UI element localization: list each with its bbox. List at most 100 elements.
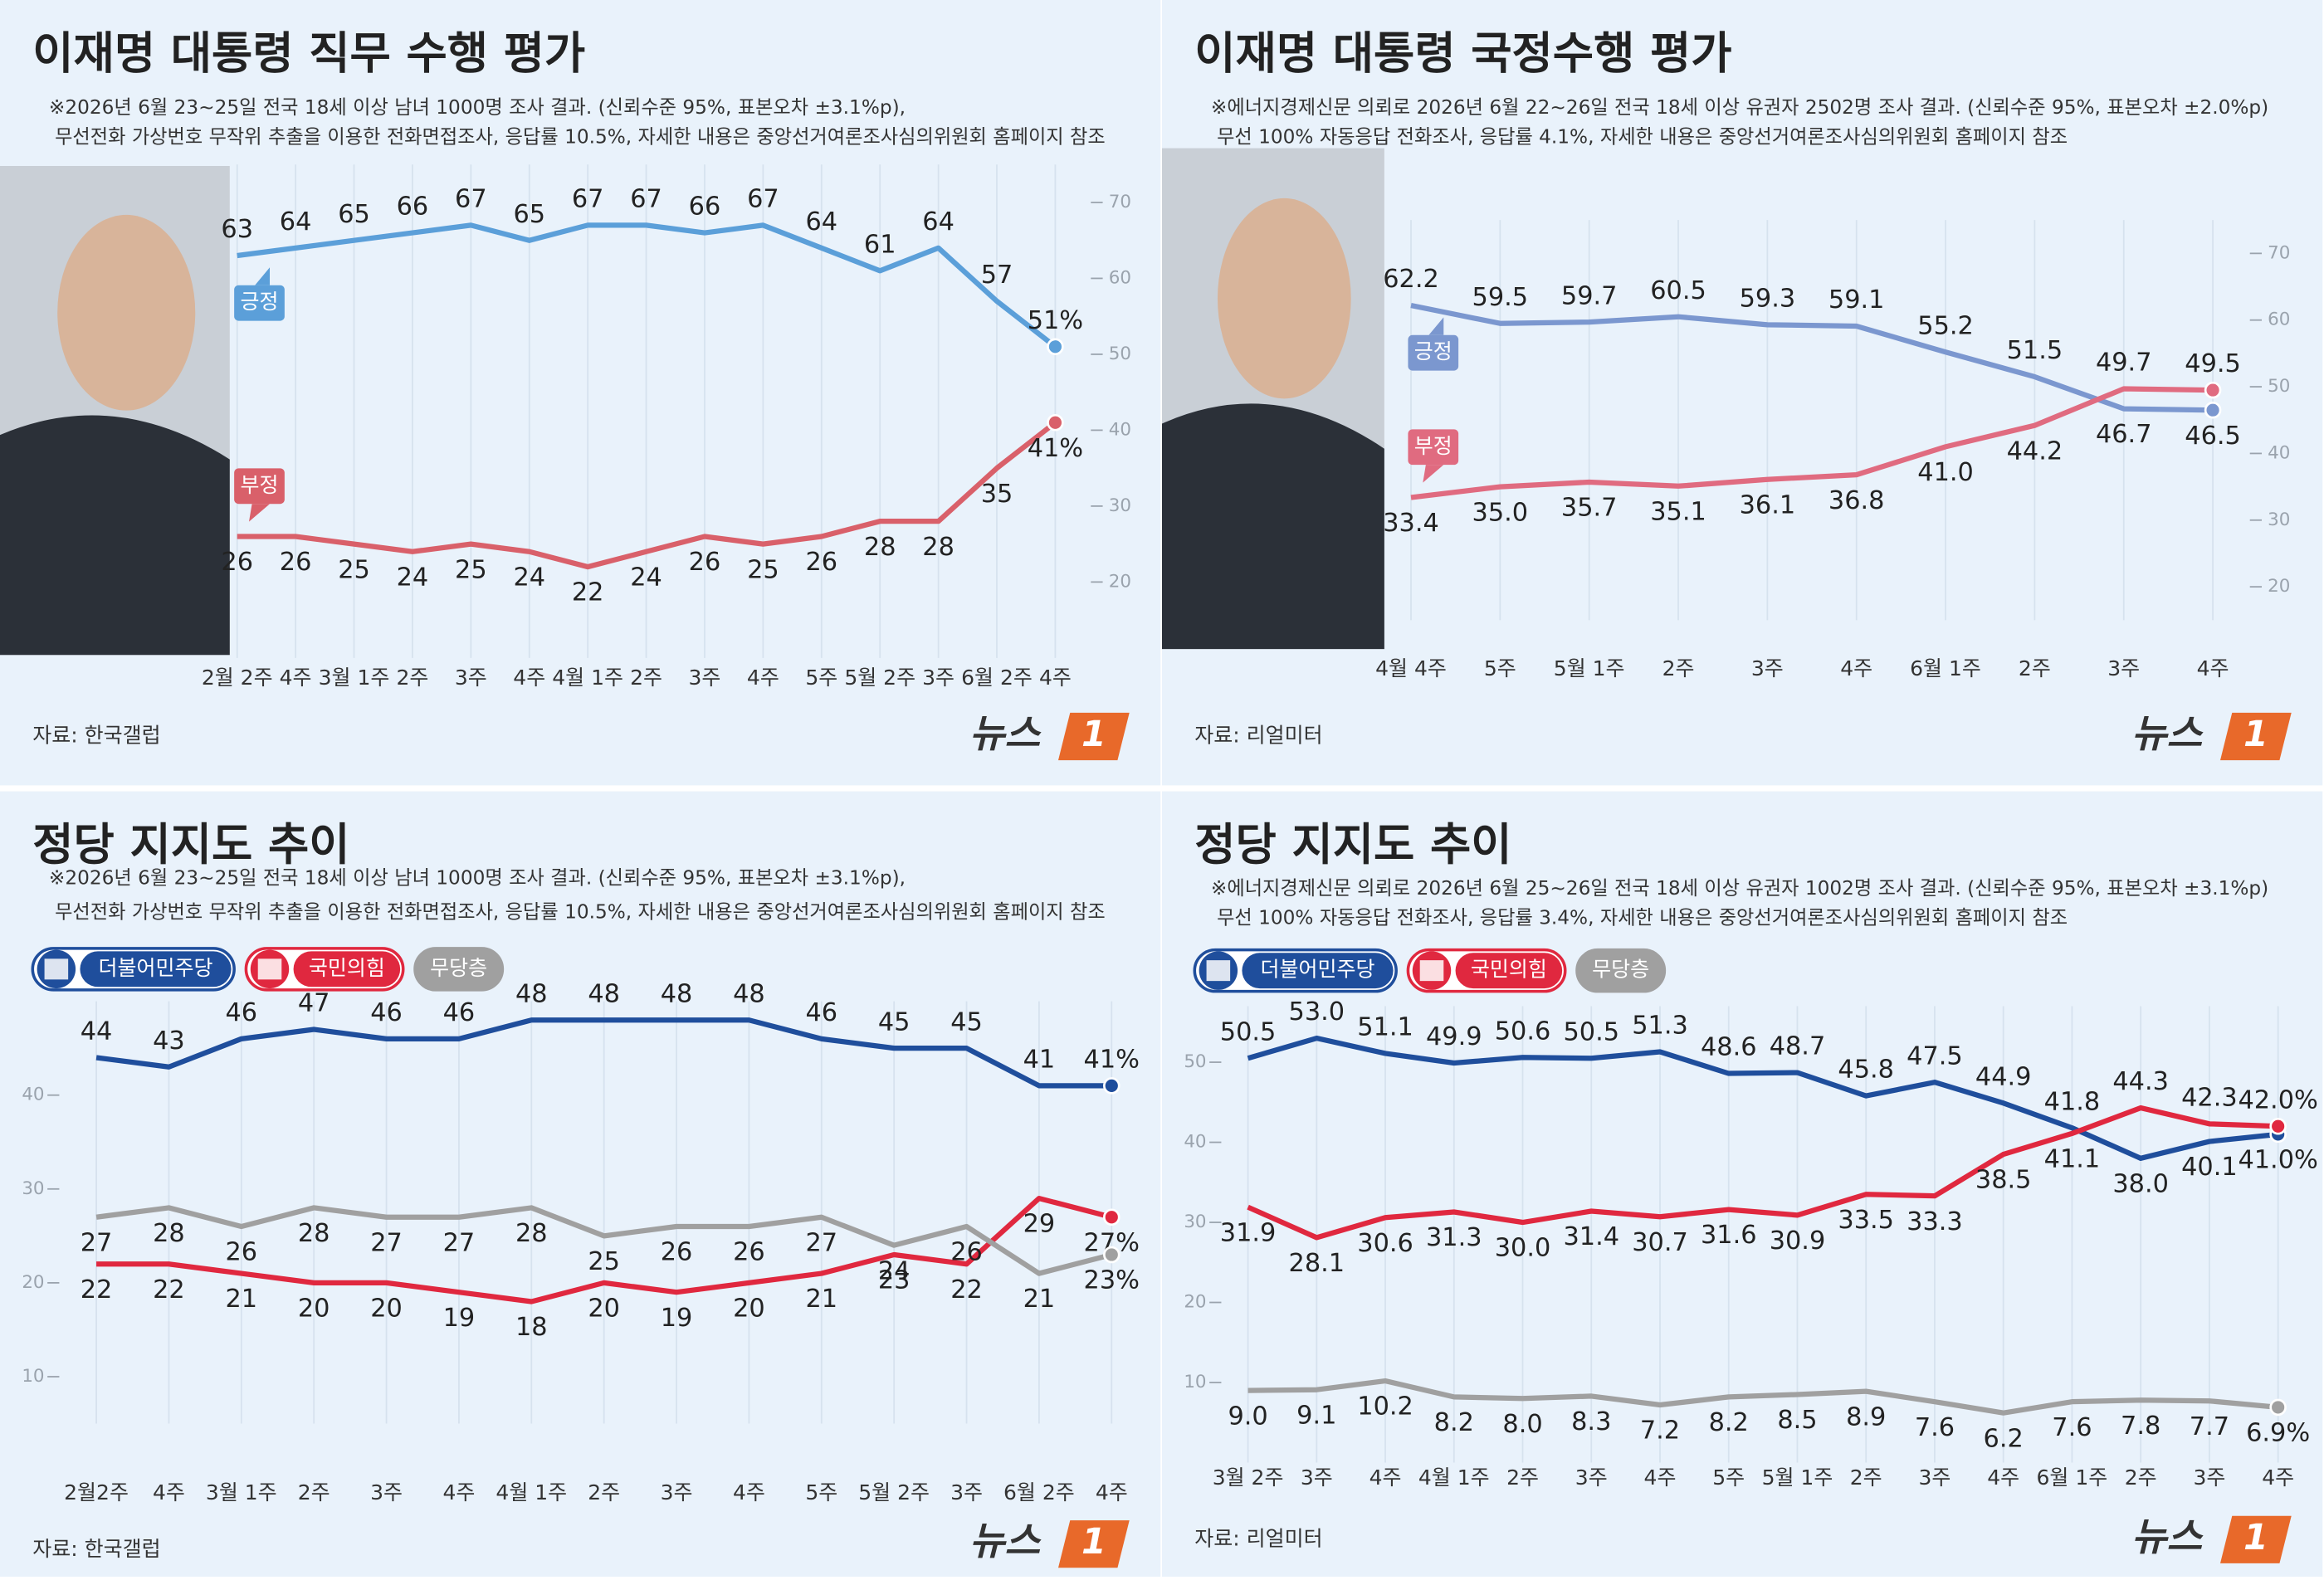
value-label: 38.5	[1975, 1166, 2032, 1195]
value-label: 21	[1023, 1285, 1056, 1314]
value-label: 65	[513, 200, 545, 229]
value-label: 9.0	[1228, 1402, 1267, 1431]
x-tick-label: 3월 1주	[206, 1480, 277, 1504]
value-label: 22	[153, 1275, 185, 1304]
y-tick-label: 60	[1109, 267, 1131, 288]
value-label: 59.3	[1740, 284, 1796, 313]
x-tick-label: 4주	[442, 1480, 475, 1504]
value-label: 35.7	[1561, 494, 1618, 523]
x-tick-label: 4주	[1840, 656, 1872, 680]
value-label: 49.7	[2096, 349, 2152, 378]
x-tick-label: 4주	[2262, 1465, 2294, 1490]
x-tick-label: 5월 2주	[844, 666, 915, 690]
value-label: 31.9	[1220, 1218, 1277, 1247]
chart-title: 이재명 대통령 직무 수행 평가	[32, 27, 585, 79]
logo-text: 뉴스	[969, 711, 1042, 756]
y-tick-label: 70	[2268, 242, 2290, 263]
x-tick-label: 4주	[153, 1480, 185, 1504]
value-label: 28	[864, 533, 896, 562]
value-label: 20	[733, 1295, 765, 1324]
legend-icon	[44, 958, 69, 980]
value-label: 47	[298, 989, 330, 1018]
source: 자료: 한국갤럽	[32, 724, 160, 748]
value-label: 21	[805, 1285, 837, 1314]
value-label: 46.7	[2096, 420, 2152, 449]
source: 자료: 리얼미터	[1194, 724, 1322, 748]
value-label: 8.2	[1709, 1408, 1749, 1437]
value-label: 46	[443, 998, 476, 1027]
legend-label: 더불어민주당	[1260, 958, 1374, 982]
chart-panel: 정당 지지도 추이 ※에너지경제신문 의뢰로 2026년 6월 25~26일 전국…	[1162, 791, 2323, 1577]
x-tick-label: 6월 2주	[961, 666, 1033, 690]
value-label: 40.1	[2181, 1153, 2238, 1182]
value-label: 51.1	[1357, 1013, 1413, 1042]
photo-face	[57, 214, 196, 411]
value-label: 41.0	[1917, 458, 1974, 487]
x-tick-label: 5주	[1712, 1465, 1745, 1490]
callout-tail	[1423, 465, 1444, 483]
x-tick-label: 2주	[1506, 1465, 1539, 1490]
legend-label: 국민의힘	[309, 956, 385, 980]
x-tick-label: 4주	[1370, 1465, 1402, 1490]
value-label: 51%	[1028, 306, 1083, 335]
series-line	[96, 1195, 1113, 1304]
value-label: 44.3	[2112, 1067, 2169, 1096]
logo-text: 뉴스	[2131, 711, 2204, 756]
value-label: 50.5	[1220, 1017, 1277, 1046]
value-label: 26	[661, 1238, 693, 1267]
value-label: 31.4	[1563, 1222, 1619, 1251]
legend-label: 무당층	[1592, 958, 1649, 982]
series-line	[1410, 302, 2214, 413]
y-tick-label: 50	[2268, 376, 2290, 397]
value-label: 62.2	[1383, 265, 1439, 294]
value-label: 59.7	[1561, 281, 1618, 310]
series-line	[237, 420, 1057, 570]
value-label: 49.5	[2185, 349, 2241, 378]
value-label: 46	[805, 998, 837, 1027]
value-label: 35.0	[1472, 498, 1529, 527]
value-label: 64	[280, 207, 312, 237]
value-label: 27	[370, 1228, 403, 1257]
legend-text-bg	[1242, 953, 1394, 989]
value-label: 59.1	[1828, 285, 1885, 315]
end-point	[2269, 1398, 2287, 1417]
value-label: 41.8	[2044, 1087, 2101, 1116]
value-label: 48.6	[1701, 1033, 1757, 1062]
x-tick-label: 4주	[2197, 656, 2229, 680]
x-tick-label: 3주	[1301, 1465, 1333, 1490]
series-line	[95, 1205, 1113, 1276]
value-label: 25	[747, 555, 779, 584]
x-tick-label: 4월 1주	[496, 1480, 567, 1504]
value-label: 20	[298, 1295, 330, 1324]
value-label: 48	[661, 979, 693, 1008]
y-tick-label: 20	[22, 1272, 44, 1293]
value-label: 20	[588, 1295, 620, 1324]
y-tick-label: 30	[22, 1178, 44, 1199]
end-point	[2204, 381, 2222, 399]
y-tick-label: 10	[22, 1366, 44, 1387]
value-label: 41%	[1028, 434, 1083, 463]
end-point	[1047, 338, 1064, 356]
value-label: 64	[805, 207, 837, 237]
series-line	[95, 1017, 1112, 1089]
value-label: 41	[1023, 1046, 1056, 1075]
x-tick-label: 2주	[588, 1480, 620, 1504]
value-label: 23	[878, 1266, 911, 1295]
value-label: 65	[338, 200, 370, 229]
x-tick-label: 3주	[1918, 1465, 1950, 1490]
x-tick-label: 3주	[922, 666, 954, 690]
series-label: 부정	[240, 473, 278, 497]
y-tick-label: 30	[1184, 1212, 1206, 1232]
photo-face	[1217, 198, 1351, 399]
value-label: 67	[630, 185, 662, 214]
value-label: 43	[153, 1027, 185, 1056]
legend-text-bg	[415, 951, 503, 988]
photo-body	[0, 415, 230, 656]
value-label: 44.2	[2007, 436, 2063, 466]
x-tick-label: 4월 1주	[1418, 1465, 1490, 1490]
value-label: 51.3	[1632, 1012, 1688, 1041]
value-label: 7.8	[2121, 1412, 2160, 1441]
value-label: 36.1	[1740, 490, 1796, 519]
callout-box	[234, 285, 285, 321]
value-label: 29	[1023, 1210, 1056, 1239]
